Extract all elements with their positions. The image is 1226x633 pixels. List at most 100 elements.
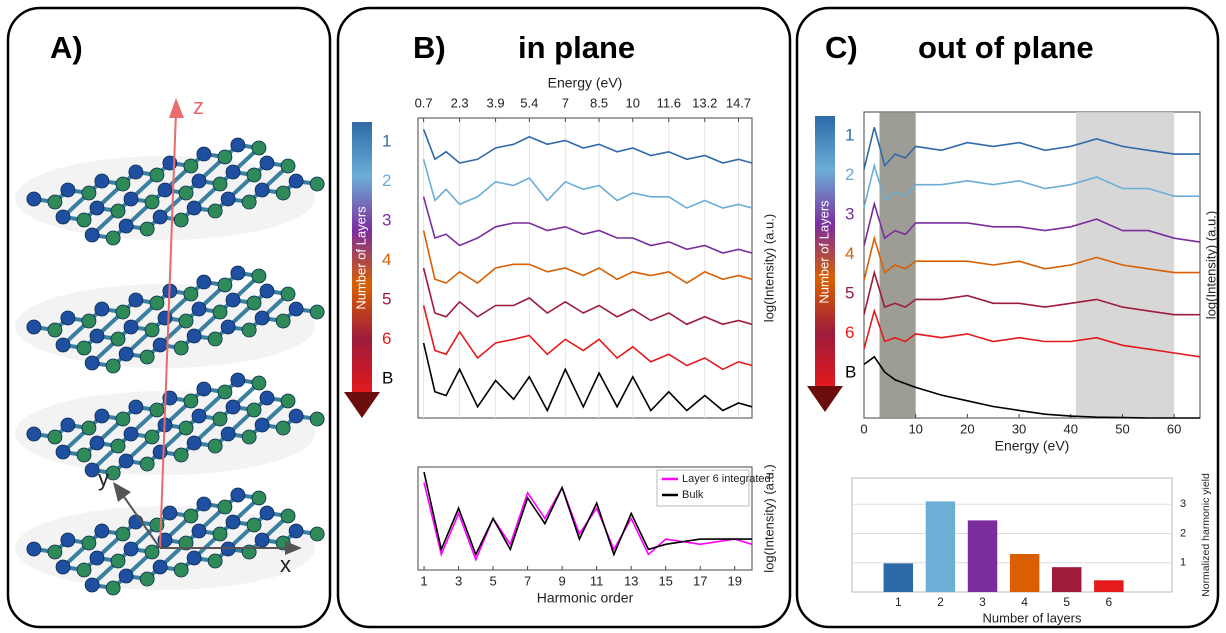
- atom: [144, 194, 160, 210]
- atom: [230, 265, 246, 281]
- atom: [275, 313, 291, 329]
- colorbar-label: 1: [382, 131, 391, 150]
- colorbar-label: 1: [845, 125, 854, 144]
- atom: [26, 319, 42, 335]
- atom: [246, 402, 262, 418]
- atom: [254, 310, 270, 326]
- atom: [212, 411, 228, 427]
- atom: [217, 384, 233, 400]
- atom: [280, 158, 296, 174]
- atom: [94, 301, 110, 317]
- bar: [967, 520, 998, 592]
- atom: [128, 164, 144, 180]
- panel-title: out of plane: [918, 30, 1094, 65]
- atom: [212, 526, 228, 542]
- atom: [207, 331, 223, 347]
- atom: [105, 230, 121, 246]
- atom: [196, 274, 212, 290]
- z-axis: [159, 111, 177, 549]
- atom: [186, 435, 202, 451]
- spectrum-line: [422, 267, 753, 326]
- atom: [149, 402, 165, 418]
- spectrum-line: [863, 269, 1200, 316]
- atom: [207, 553, 223, 569]
- atom: [47, 544, 63, 560]
- atom: [115, 176, 131, 192]
- atom: [152, 337, 168, 353]
- x-axis-title: Energy (eV): [548, 75, 623, 91]
- colorbar-label: 2: [382, 171, 391, 190]
- bar: [883, 563, 914, 592]
- atom: [183, 286, 199, 302]
- colorbar-label: 4: [845, 244, 854, 263]
- colorbar-label: 6: [382, 329, 391, 348]
- x-tick-label: 6: [1105, 595, 1112, 609]
- atom: [241, 429, 257, 445]
- atom: [157, 182, 173, 198]
- y-arrow: [113, 482, 131, 502]
- panel-title: in plane: [518, 30, 635, 65]
- atom: [275, 185, 291, 201]
- panel-label: B): [413, 30, 446, 65]
- atom: [60, 417, 76, 433]
- atom: [81, 535, 97, 551]
- x-tick-label: 2.3: [451, 95, 469, 110]
- atom: [118, 453, 134, 469]
- spectrum-line: [422, 305, 753, 371]
- atom: [280, 286, 296, 302]
- atom: [173, 212, 189, 228]
- atom: [178, 313, 194, 329]
- atom: [225, 292, 241, 308]
- atom: [55, 209, 71, 225]
- atom: [94, 523, 110, 539]
- atom: [241, 194, 257, 210]
- atom: [162, 505, 178, 521]
- atom: [259, 390, 275, 406]
- colorbar-label: 5: [845, 283, 854, 302]
- atom: [246, 517, 262, 533]
- atom: [55, 444, 71, 460]
- atom: [84, 462, 100, 478]
- legend-label: Bulk: [682, 489, 704, 501]
- atom: [47, 322, 63, 338]
- atom: [225, 514, 241, 530]
- atom: [288, 408, 304, 424]
- spectrum-line: [863, 235, 1200, 281]
- atom: [251, 375, 267, 391]
- x-tick-label: 20: [960, 421, 974, 436]
- x-tick-label: 11.6: [657, 95, 681, 110]
- x-tick-label: 9: [559, 573, 566, 588]
- colorbar: [815, 116, 835, 388]
- spectrum-line: [863, 355, 1200, 419]
- atom: [207, 438, 223, 454]
- y-axis-title: Normalized harmonic yield: [1200, 473, 1212, 597]
- colorbar-label: 4: [382, 250, 391, 269]
- atom: [128, 292, 144, 308]
- x-tick-label: 3: [455, 573, 462, 588]
- atom: [139, 456, 155, 472]
- atom: [288, 523, 304, 539]
- atom: [81, 420, 97, 436]
- colorbar-label: B: [382, 368, 393, 387]
- atom: [144, 544, 160, 560]
- atom: [191, 523, 207, 539]
- atom: [149, 295, 165, 311]
- x-tick-label: 5: [1063, 595, 1070, 609]
- colorbar-label: B: [845, 362, 856, 381]
- spectrum-line: [423, 471, 752, 557]
- atom: [123, 191, 139, 207]
- atom: [118, 346, 134, 362]
- atom: [225, 399, 241, 415]
- atom: [207, 203, 223, 219]
- x-tick-label: 15: [658, 573, 672, 588]
- x-tick-label: 2: [937, 595, 944, 609]
- bar: [1052, 567, 1082, 592]
- plot-area: [417, 117, 753, 419]
- atom: [105, 580, 121, 596]
- atom: [55, 559, 71, 575]
- spectrum-line: [422, 159, 753, 209]
- y-tick-label: 3: [1180, 498, 1186, 510]
- x-axis-title: Harmonic order: [537, 590, 634, 606]
- atom: [26, 541, 42, 557]
- atom: [280, 508, 296, 524]
